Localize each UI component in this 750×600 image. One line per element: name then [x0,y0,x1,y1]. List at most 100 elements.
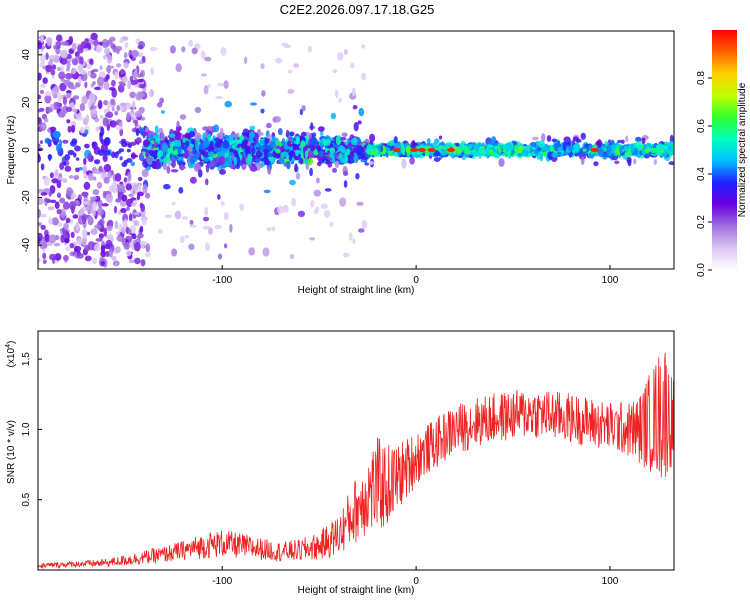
spectrogram-cell [55,47,61,55]
spectrogram-cell [117,183,126,192]
spectrogram-cell [286,160,290,165]
spectrogram-cell [53,101,61,110]
spectrogram-cell [66,59,71,70]
spectrogram-cell [313,189,321,197]
spectrogram-cell [56,209,62,215]
spectrogram-cell [329,152,335,159]
spectrogram-cell [170,154,178,163]
spectrogram-cell [130,197,136,201]
spectrogram-cell [259,139,265,145]
spectrogram-cell [169,45,176,54]
spectrogram-cell [92,189,100,196]
spectrogram-cell [60,57,68,65]
spectrogram-cell [48,217,53,225]
spectrogram-cell [160,110,166,114]
spectrogram-cell [128,193,134,197]
spectrogram-cell [338,97,342,103]
spectrogram-cell [76,116,84,121]
spectrogram-cell [438,145,446,150]
spectrogram-ylabel: Frequency (Hz) [6,116,17,185]
spectrogram-cell [85,114,90,124]
spectrogram-cell [366,143,373,153]
spectrogram-cell [285,129,290,138]
spectrogram-cell [66,73,74,78]
spectrogram-cell [113,151,119,159]
spectrogram-cell [70,140,77,147]
spectrogram-cell [116,235,123,242]
spectrogram-cell [121,141,128,148]
spectrogram-cell [92,257,97,265]
spectrogram-cell [128,259,135,264]
spectrogram-cell [309,237,315,241]
spectrogram-cell [409,156,415,165]
spectrogram-cell [56,66,62,72]
spectrogram-cell [69,242,75,249]
spectrogram-cell [214,224,222,230]
colorbar-gradient [712,30,737,270]
spectrogram-cell [44,198,51,202]
spectrogram-cell [219,168,226,175]
spectrogram-cell [287,89,295,94]
spectrogram-cell [62,139,69,144]
spectrogram-cell [126,250,132,257]
spectrogram-cell [163,183,171,190]
spectrogram-cell [105,193,113,203]
spectrogram-xtick-label: -100 [212,275,232,286]
spectrogram-cell [596,139,603,148]
spectrogram-cell [401,159,407,169]
spectrogram-cell [55,143,62,152]
spectrogram-cell [534,149,538,155]
spectrogram-cell [49,199,57,203]
spectrogram-cell [39,122,47,132]
spectrogram-cell [38,154,41,163]
spectrogram-cell [141,169,149,178]
spectrogram-cell [332,69,338,74]
spectrogram-cell [213,124,220,133]
spectrogram-cell [119,38,124,44]
spectrogram-cell [134,120,138,127]
spectrogram-cell [214,141,223,149]
spectrogram-cell [260,63,265,70]
spectrogram-cell [352,105,358,110]
spectrogram-cell [625,135,629,143]
spectrogram-cell [113,205,118,214]
spectrogram-cell [149,134,154,142]
spectrogram-cell [57,112,66,118]
spectrogram-cell [62,201,70,210]
spectrogram-cell [63,222,69,231]
spectrogram-cell [472,152,477,156]
spectrogram-cell [137,73,142,78]
spectrogram-cell [207,84,211,88]
spectrogram-cell [111,181,118,189]
spectrogram-cell [135,128,140,137]
spectrogram-cell [54,201,60,209]
spectrogram-ytick-label: 20 [21,96,32,108]
spectrogram-cell [217,82,225,87]
spectrogram-cell [262,247,270,257]
spectrogram-cell [260,157,264,162]
spectrogram-cell [116,63,122,68]
spectrogram-cell [343,180,348,188]
spectrogram-cell [90,228,98,235]
spectrogram-cell [38,41,43,50]
spectrogram-cell [102,153,108,163]
spectrogram-cell [127,228,132,235]
spectrogram-cell [154,125,159,134]
spectrogram-cell [77,44,85,54]
spectrogram-cell [668,148,674,156]
spectrogram-cell [250,142,256,148]
spectrogram-cell [307,157,314,166]
spectrogram-cell [633,158,637,165]
spectrogram-cell [194,106,202,114]
spectrogram-cell [186,145,193,152]
spectrogram-cell [108,249,113,258]
spectrogram-cell [127,80,132,90]
spectrogram-cell [202,216,210,222]
spectrogram-cell [301,131,307,137]
spectrogram-cell [310,199,315,208]
spectrogram-cell [53,44,57,50]
spectrogram-cell [189,156,196,165]
spectrogram-cell [54,253,62,261]
spectrogram-cell [131,49,139,58]
spectrogram-cell [70,195,75,200]
